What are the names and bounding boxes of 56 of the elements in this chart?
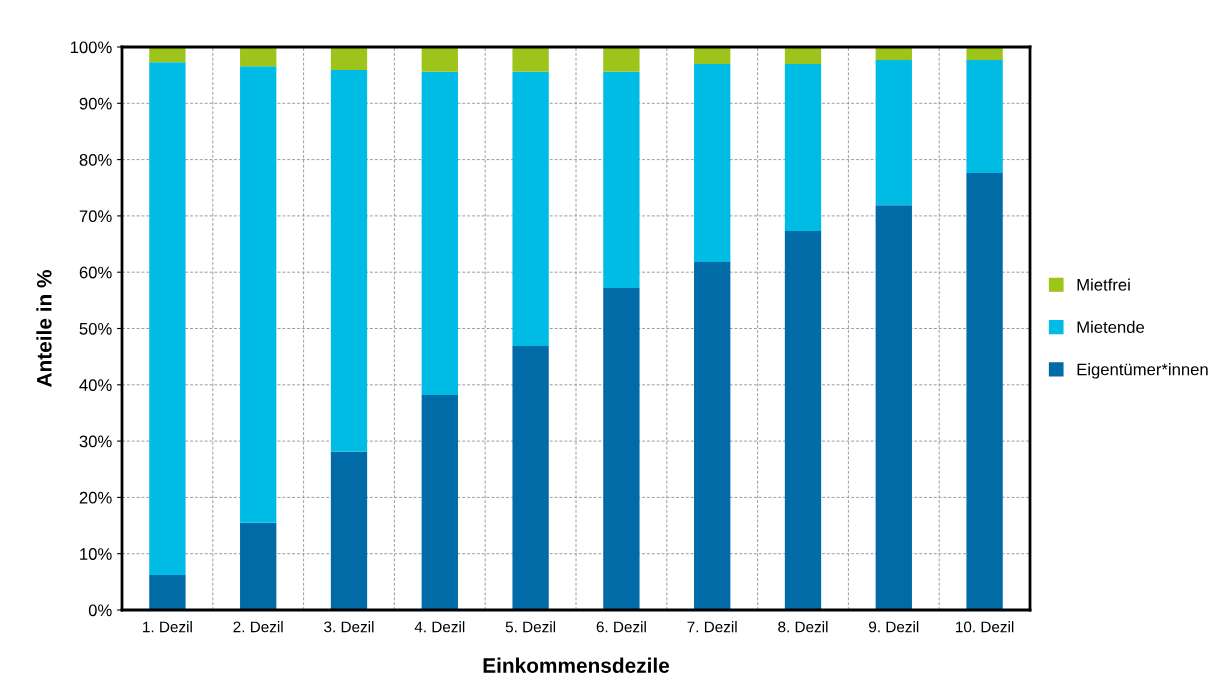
bar (149, 575, 186, 610)
bar (421, 47, 458, 72)
y-axis-title: Anteile in % (36, 270, 52, 388)
x-tick-label: 7. Dezil (687, 621, 737, 633)
bar (240, 522, 277, 610)
bar (875, 205, 912, 610)
y-tick-label: 90% (79, 97, 112, 110)
y-tick-label: 10% (80, 548, 112, 560)
bar (421, 394, 458, 610)
y-tick-label: 60% (79, 266, 112, 279)
bar (784, 63, 822, 232)
bar (966, 59, 1003, 174)
bar (512, 71, 549, 346)
bar (966, 173, 1003, 610)
bar (966, 47, 1003, 60)
bar (694, 262, 731, 610)
y-tick-label: 80% (79, 154, 112, 166)
x-tick-label: 6. Dezil (596, 621, 646, 633)
y-tick-label: 20% (79, 491, 112, 504)
x-axis-title: Einkommensdezile (483, 657, 670, 673)
x-tick-label: 5. Dezil (505, 621, 556, 633)
x-tick-label: 8. Dezil (778, 621, 828, 633)
x-tick-label: 10. Dezil (956, 621, 1014, 633)
x-tick-label: 2. Dezil (233, 621, 283, 633)
legend-label: Mietende (1077, 320, 1145, 334)
bar (330, 47, 368, 71)
bar (694, 63, 731, 263)
bar (603, 71, 640, 288)
y-tick-label: 0% (88, 604, 112, 617)
bar (330, 451, 368, 610)
bar (694, 47, 731, 64)
x-tick-label: 4. Dezil (414, 621, 465, 633)
bar (784, 231, 822, 610)
bar (240, 47, 277, 67)
bar (149, 47, 186, 63)
bar (421, 71, 458, 395)
x-tick-label: 1. Dezil (143, 621, 192, 633)
legend-label: Eigentümer*innen (1077, 363, 1208, 379)
x-tick-label: 3. Dezil (324, 621, 374, 633)
y-tick-label: 30% (79, 435, 112, 448)
bar (875, 59, 912, 206)
bar (603, 287, 640, 610)
y-tick-label: 40% (79, 379, 112, 391)
y-tick-label: 50% (79, 322, 112, 335)
bar (512, 47, 549, 72)
bar (330, 70, 368, 452)
y-tick-label: 70% (79, 210, 112, 223)
x-tick-label: 9. Dezil (869, 621, 919, 633)
bar (240, 66, 277, 523)
bar (149, 62, 186, 576)
bar (784, 47, 822, 64)
bar (512, 345, 549, 610)
bar (603, 47, 640, 72)
y-tick-label: 100% (70, 41, 112, 54)
legend-label: Mietfrei (1077, 278, 1130, 291)
bar (875, 47, 912, 60)
